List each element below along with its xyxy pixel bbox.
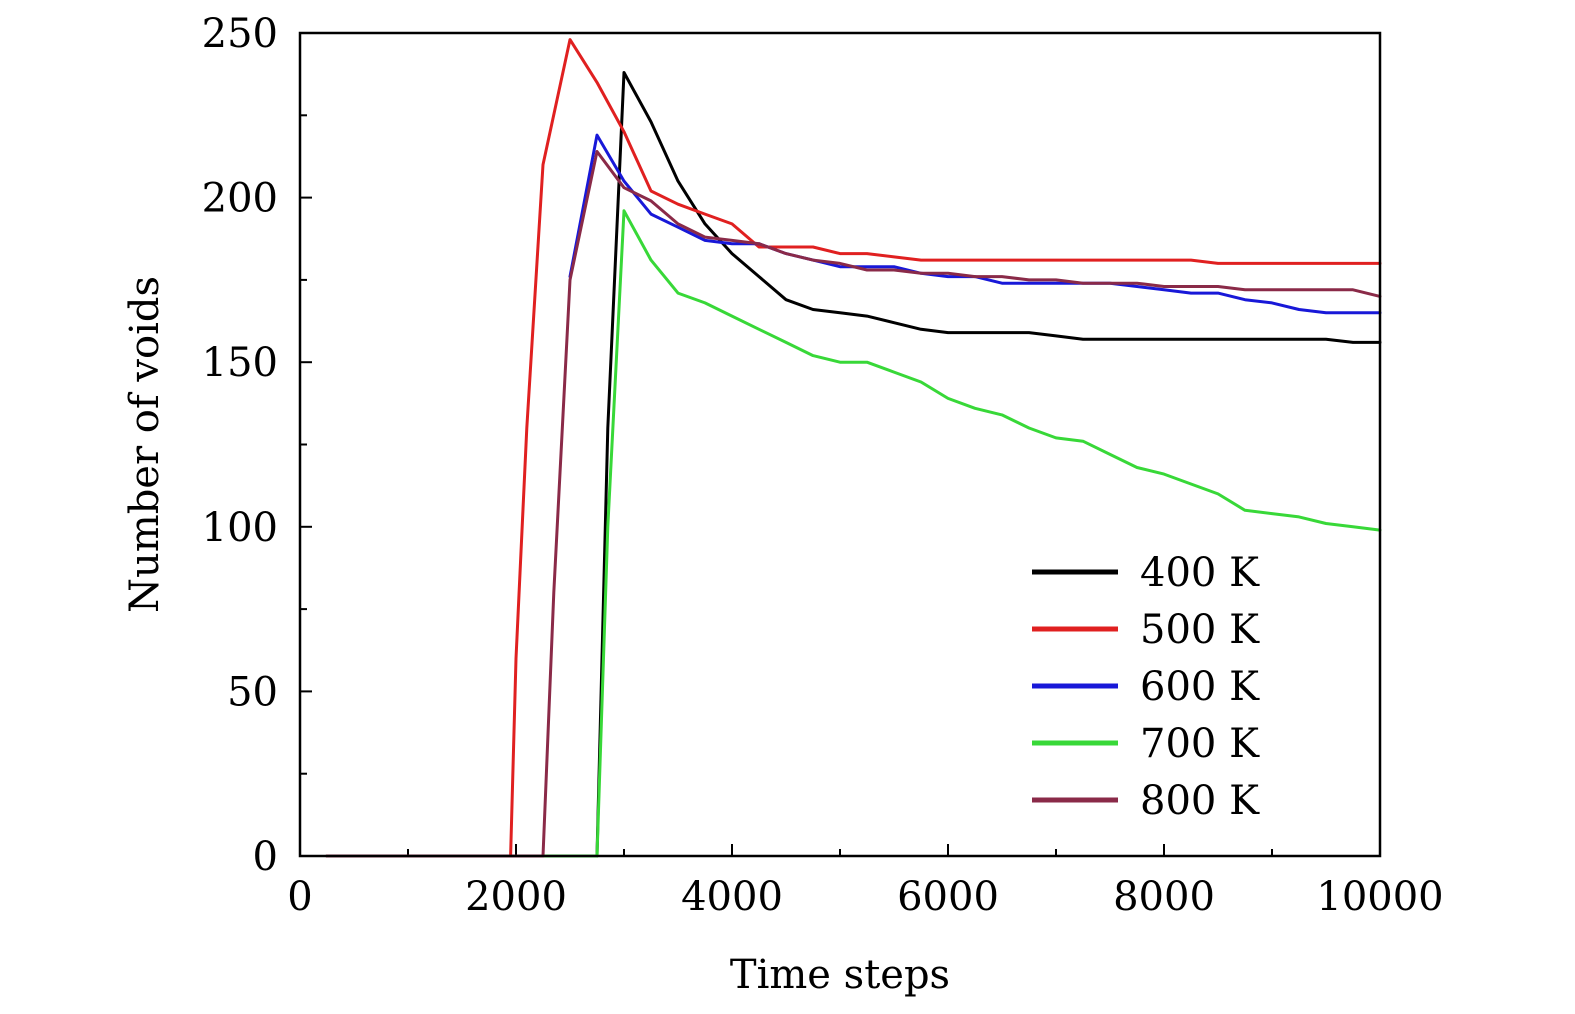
y-tick-label: 250 (202, 11, 278, 57)
series-lines (325, 38, 1382, 858)
series-line-600-k (568, 133, 1382, 315)
legend-label: 800 K (1140, 778, 1260, 824)
x-tick-label: 2000 (465, 874, 567, 920)
y-tick-label: 50 (227, 669, 278, 715)
legend-label: 600 K (1140, 664, 1260, 710)
series-line-400-k (325, 71, 1382, 858)
x-axis-title: Time steps (730, 952, 950, 998)
legend-label: 500 K (1140, 607, 1260, 653)
x-tick-label: 6000 (897, 874, 999, 920)
y-tick-label: 200 (202, 176, 278, 222)
y-tick-labels: 0 50 100 150 200 250 (202, 11, 278, 880)
legend-label: 400 K (1140, 550, 1260, 596)
series-line-800-k (325, 150, 1382, 858)
plot-frame (298, 31, 1382, 858)
x-tick-labels: 0 2000 4000 6000 8000 10000 (287, 874, 1443, 920)
y-tick-label: 150 (202, 340, 278, 386)
series-line-500-k (325, 38, 1382, 858)
x-tick-label: 0 (287, 874, 312, 920)
x-tick-label: 4000 (681, 874, 783, 920)
x-tick-label: 10000 (1316, 874, 1443, 920)
y-axis-title: Number of voids (122, 276, 168, 613)
x-tick-label: 8000 (1113, 874, 1215, 920)
y-tick-label: 0 (253, 834, 278, 880)
y-tick-label: 100 (202, 505, 278, 551)
legend: 400 K 500 K 600 K 700 K 800 K (1032, 550, 1260, 824)
series-line-700-k (541, 209, 1382, 858)
legend-label: 700 K (1140, 721, 1260, 767)
